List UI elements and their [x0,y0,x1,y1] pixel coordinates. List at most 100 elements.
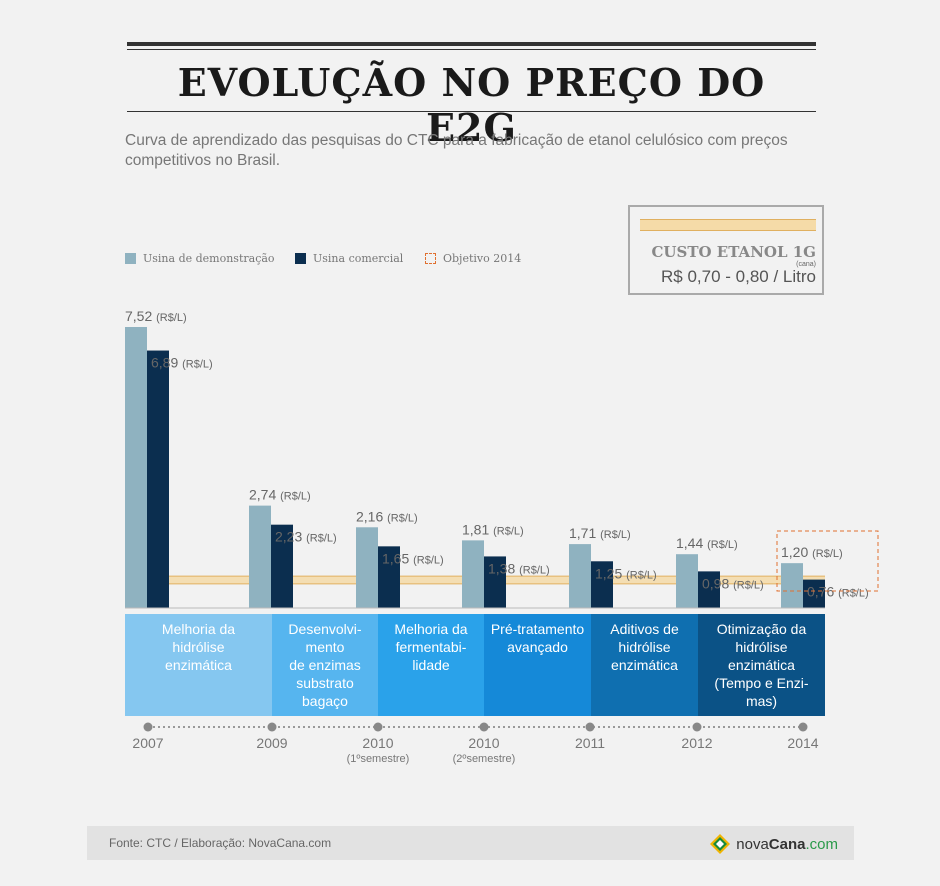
legend-demo: Usina de demonstração [125,252,275,265]
stage-3: Pré-tratamento avançado [484,614,591,716]
footer: Fonte: CTC / Elaboração: NovaCana.com no… [87,826,854,860]
stage-label: Aditivos de hidrólise enzimática [610,621,679,673]
data-value: 2,23 [275,529,306,545]
cost-title: CUSTO ETANOL 1G [651,243,816,261]
data-value: 1,81 [462,521,493,537]
logo-text-b: Cana [768,835,806,853]
data-value: 1,65 [382,550,413,566]
data-value: 1,44 [676,535,707,551]
data-value: 2,16 [356,508,387,524]
data-label-comercial-2: 1,65 (R$/L) [382,550,444,566]
data-unit: (R$/L) [306,533,337,545]
data-label-demo-4: 1,71 (R$/L) [569,525,631,541]
legend-objetivo-label: Objetivo 2014 [443,252,522,265]
cost-value: R$ 0,70 - 0,80 / Litro [661,267,816,286]
legend-objetivo: Objetivo 2014 [425,252,521,265]
stage-label: Otimização da hidrólise enzimática (Temp… [714,621,809,709]
footer-source: Fonte: CTC / Elaboração: NovaCana.com [109,836,332,850]
bar-comercial-6 [803,579,825,608]
data-value: 6,89 [151,355,182,371]
data-unit: (R$/L) [413,554,444,566]
data-label-comercial-3: 1,38 (R$/L) [488,560,550,576]
novacana-logo-icon [710,834,731,854]
stage-1: Desenvolvi- mento de enzimas substrato b… [272,614,378,716]
data-unit: (R$/L) [387,512,418,524]
objetivo-box [776,530,879,592]
data-unit: (R$/L) [519,564,550,576]
legend-objetivo-swatch [425,253,436,264]
data-value: 7,52 [125,308,156,324]
legend-comercial-swatch [295,253,306,264]
data-label-comercial-0: 6,89 (R$/L) [151,355,213,371]
timeline-dot-2 [373,722,383,732]
data-value: 1,38 [488,560,519,576]
novacana-logo: nova Cana .com [709,833,838,855]
stage-label: Melhoria da hidrólise enzimática [161,621,236,673]
page-title: EVOLUÇÃO NO PREÇO DO E2G [177,60,766,150]
data-value: 0,76 [807,584,838,600]
legend-demo-swatch [125,253,136,264]
bar-demo-0 [125,327,147,608]
timeline-dot-4 [585,722,595,732]
data-value: 1,25 [595,565,626,581]
timeline-dot-5 [692,722,702,732]
cost-box: CUSTO ETANOL 1G (cana) R$ 0,70 - 0,80 / … [628,205,824,295]
stage-label: Pré-tratamento avançado [490,621,585,655]
data-unit: (R$/L) [838,588,869,600]
title-rule-bottom [127,111,816,112]
data-value: 1,71 [569,525,600,541]
stage-0: Melhoria da hidrólise enzimática [125,614,272,716]
data-label-comercial-6: 0,76 (R$/L) [807,584,869,600]
stage-4: Aditivos de hidrólise enzimática [591,614,698,716]
stage-label: Melhoria da fermentabi- lidade [394,621,468,673]
title-rule-thick [127,42,816,46]
bar-demo-2 [356,527,378,608]
data-label-demo-1: 2,74 (R$/L) [249,487,311,503]
year-label-5: 2012 [681,735,712,751]
logo-text-a: nova [736,835,769,853]
data-unit: (R$/L) [493,525,524,537]
data-label-demo-2: 2,16 (R$/L) [356,508,418,524]
data-value: 0,98 [702,575,733,591]
data-label-comercial-4: 1,25 (R$/L) [595,565,657,581]
stage-2: Melhoria da fermentabi- lidade [378,614,484,716]
cost-band-swatch [640,219,816,231]
data-unit: (R$/L) [707,539,738,551]
bar-comercial-3 [484,556,506,608]
logo-text-c: .com [805,835,838,853]
data-value: 2,74 [249,487,280,503]
bar-demo-5 [676,554,698,608]
stage-label: Desenvolvi- mento de enzimas substrato b… [288,621,362,709]
timeline-dot-1 [267,722,277,732]
data-label-demo-6: 1,20 (R$/L) [781,544,843,560]
price-chart: 7,52 (R$/L)2,74 (R$/L)2,16 (R$/L)1,81 (R… [125,308,879,765]
data-unit: (R$/L) [626,569,657,581]
data-unit: (R$/L) [280,491,311,503]
legend-demo-label: Usina de demonstração [143,252,275,265]
data-label-demo-0: 7,52 (R$/L) [125,308,187,324]
timeline-dot-0 [143,722,153,732]
timeline-dot-6 [798,722,808,732]
year-label-6: 2014 [787,735,818,751]
year-label-4: 2011 [575,735,605,751]
cost-sub: (cana) [796,261,816,268]
data-label-demo-5: 1,44 (R$/L) [676,535,738,551]
data-label-comercial-5: 0,98 (R$/L) [702,575,764,591]
bar-comercial-2 [378,546,400,608]
bar-demo-6 [781,563,803,608]
data-unit: (R$/L) [600,529,631,541]
bar-comercial-0 [147,350,169,608]
year-label-2: 2010 [362,735,393,751]
data-unit: (R$/L) [733,579,764,591]
timeline-dot-3 [479,722,489,732]
bar-comercial-4 [591,561,613,608]
title-rule-thin [127,49,816,50]
year-label-0: 2007 [132,735,163,751]
legend-comercial: Usina comercial [295,252,403,265]
data-unit: (R$/L) [812,548,843,560]
year-note-3: (2ºsemestre) [453,753,516,765]
stage-5: Otimização da hidrólise enzimática (Temp… [698,614,825,716]
data-unit: (R$/L) [182,359,213,371]
year-note-2: (1ºsemestre) [347,753,410,765]
page-subtitle: Curva de aprendizado das pesquisas do CT… [125,132,788,169]
